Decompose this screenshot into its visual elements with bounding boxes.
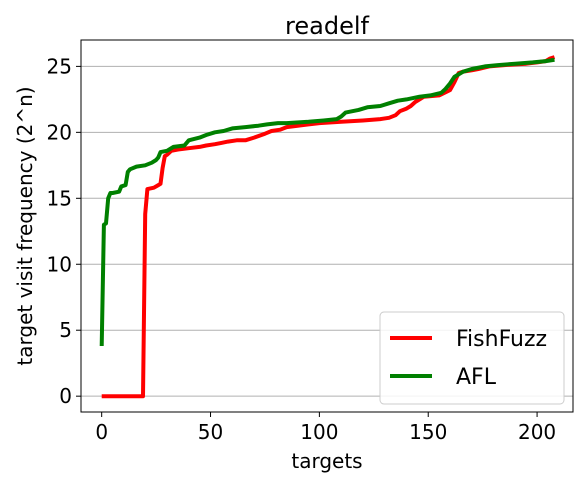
x-axis: 0 50 100 150 200 <box>95 412 556 444</box>
legend-label: FishFuzz <box>456 327 547 352</box>
y-tick-label: 5 <box>59 318 72 342</box>
x-tick-label: 0 <box>95 420 108 444</box>
y-tick-label: 15 <box>47 186 72 210</box>
y-tick-label: 0 <box>59 384 72 408</box>
legend-label: AFL <box>456 365 497 390</box>
legend-box <box>379 311 565 405</box>
x-tick-label: 50 <box>198 420 223 444</box>
y-tick-label: 20 <box>47 120 72 144</box>
series-line-afl <box>99 57 555 347</box>
x-tick-label: 150 <box>409 420 447 444</box>
x-tick-label: 200 <box>518 420 556 444</box>
y-tick-label: 10 <box>47 252 72 276</box>
legend: FishFuzz AFL <box>379 311 565 405</box>
y-axis: 0 5 10 15 20 25 <box>47 54 81 408</box>
y-tick-label: 25 <box>47 54 72 78</box>
y-axis-label: target visit frequency (2^n) <box>13 86 37 365</box>
x-tick-label: 100 <box>300 420 338 444</box>
chart-title: readelf <box>285 12 369 40</box>
plot-lines <box>99 55 556 399</box>
plot-frame <box>80 39 574 413</box>
x-axis-label: targets <box>291 449 362 473</box>
